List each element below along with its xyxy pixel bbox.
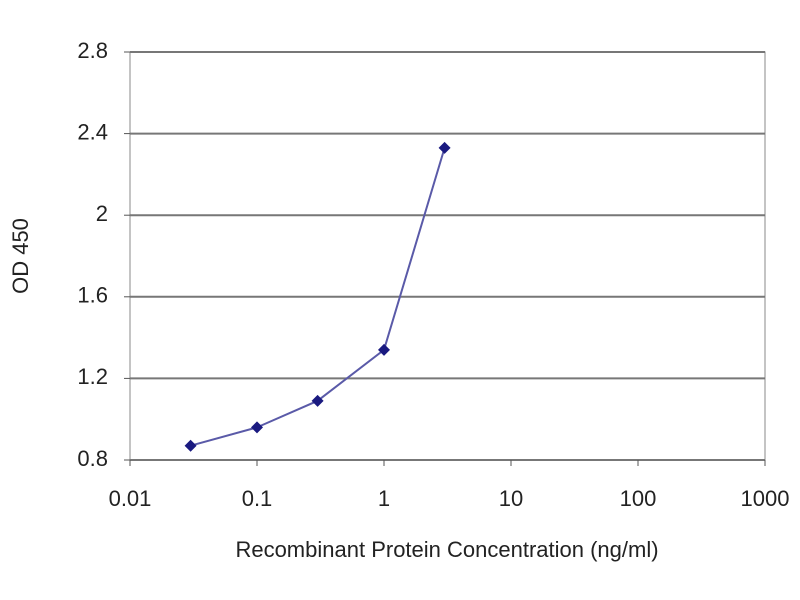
x-tick-label: 0.1 xyxy=(242,486,273,511)
y-tick-label: 2.4 xyxy=(77,119,108,144)
x-tick-label: 1 xyxy=(378,486,390,511)
y-tick-label: 0.8 xyxy=(77,446,108,471)
x-tick-label: 10 xyxy=(499,486,523,511)
y-tick-label: 2 xyxy=(96,201,108,226)
x-axis-label: Recombinant Protein Concentration (ng/ml… xyxy=(235,537,658,562)
x-tick-label: 100 xyxy=(620,486,657,511)
x-tick-label: 0.01 xyxy=(109,486,152,511)
x-tick-label: 1000 xyxy=(741,486,790,511)
data-point xyxy=(184,439,197,452)
y-tick-label: 2.8 xyxy=(77,38,108,63)
plot-area xyxy=(129,51,766,461)
data-point xyxy=(438,141,451,154)
y-axis-label: OD 450 xyxy=(8,218,33,294)
y-tick-label: 1.6 xyxy=(77,283,108,308)
data-point xyxy=(251,421,263,434)
y-tick-label: 1.2 xyxy=(77,364,108,389)
data-point xyxy=(378,343,390,356)
data-point xyxy=(311,394,324,407)
